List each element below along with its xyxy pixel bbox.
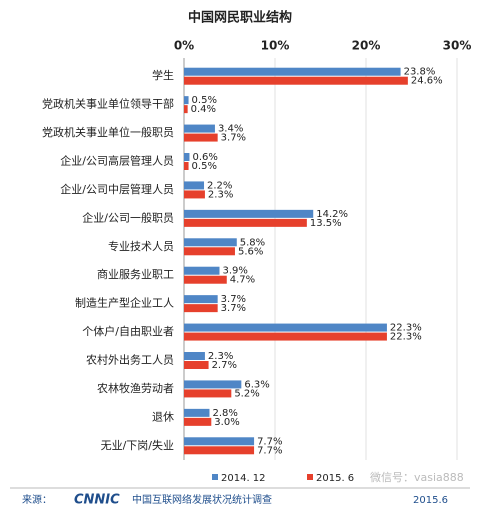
y-tick-label: 制造生产型企业工人 [75,296,174,310]
value-label: 5.6% [238,246,263,257]
bar [184,417,212,426]
chart-title: 中国网民职业结构 [188,10,292,26]
value-label: 14.2% [316,209,348,220]
y-tick-label: 企业/公司中层管理人员 [60,182,174,196]
bar [184,133,218,142]
source-logo: CNNIC [74,493,120,508]
value-label: 2.2% [207,180,232,191]
bar [184,181,205,190]
x-tick-label: 0% [174,39,194,53]
legend-swatch [307,474,313,480]
bar [184,380,242,389]
value-label: 0.6% [192,152,217,163]
value-label: 3.7% [221,133,246,144]
y-tick-label: 学生 [152,68,174,82]
value-label: 3.7% [221,294,246,305]
y-tick-label: 无业/下岗/失业 [101,439,174,452]
bar [184,304,218,313]
value-label: 2.3% [208,351,233,362]
bar [184,238,237,247]
y-tick-label: 退休 [152,410,174,423]
y-tick-label: 企业/公司一般职员 [82,210,174,224]
watermark: 微信号：vasia888 [370,470,464,484]
bar [184,124,215,133]
bar [184,162,189,170]
value-label: 13.5% [310,218,342,229]
x-tick-label: 30% [443,39,472,53]
value-label: 3.7% [221,303,246,314]
legend-label: 2015. 6 [316,473,354,484]
bar [184,153,190,161]
y-tick-label: 农林牧渔劳动者 [97,381,174,395]
value-label: 23.8% [404,67,436,78]
value-label: 7.7% [257,436,282,447]
bar [184,209,314,218]
y-tick-label: 专业技术人员 [108,239,174,253]
value-label: 22.3% [390,332,422,343]
bar [184,437,255,446]
value-label: 2.3% [208,189,233,200]
value-label: 22.3% [390,323,422,334]
y-tick-label: 企业/公司高层管理人员 [60,154,174,168]
bar [184,218,307,227]
y-tick-label: 党政机关事业单位领导干部 [42,97,174,111]
value-label: 3.0% [214,417,239,428]
y-tick-label: 个体户/自由职业者 [82,324,174,338]
bar [184,361,209,369]
value-label: 5.8% [240,237,265,248]
bar [184,105,188,114]
source-text: 中国互联网络发展状况统计调查 [132,493,272,506]
bar [184,352,205,360]
bar [184,247,235,256]
bar [184,323,387,332]
bar [184,190,205,199]
bar [184,446,255,455]
value-label: 0.5% [192,161,217,172]
bar [184,96,189,105]
bar [184,67,401,76]
legend-swatch [212,474,218,480]
legend-label: 2014. 12 [221,473,266,484]
value-label: 0.5% [192,95,217,106]
value-label: 24.6% [411,76,443,87]
value-label: 0.4% [191,104,216,115]
value-label: 2.7% [212,360,237,371]
bar [184,266,220,275]
bar [184,408,210,417]
source-prefix: 来源： [22,493,52,506]
x-tick-label: 20% [352,39,381,53]
value-label: 4.7% [230,275,255,286]
value-label: 7.7% [257,445,282,456]
y-tick-label: 商业服务业职工 [97,267,174,281]
source-date: 2015.6 [413,495,448,506]
bar [184,332,387,341]
value-label: 5.2% [234,388,259,399]
x-tick-label: 10% [261,39,290,53]
bar [184,76,408,85]
value-label: 3.4% [218,124,243,135]
bar [184,295,218,304]
bar [184,389,232,398]
y-tick-label: 农村外出务工人员 [86,353,174,367]
y-tick-label: 党政机关事业单位一般职员 [42,125,174,139]
value-label: 6.3% [244,379,269,390]
value-label: 3.9% [222,266,247,277]
bar [184,275,227,284]
value-label: 2.8% [212,408,237,419]
